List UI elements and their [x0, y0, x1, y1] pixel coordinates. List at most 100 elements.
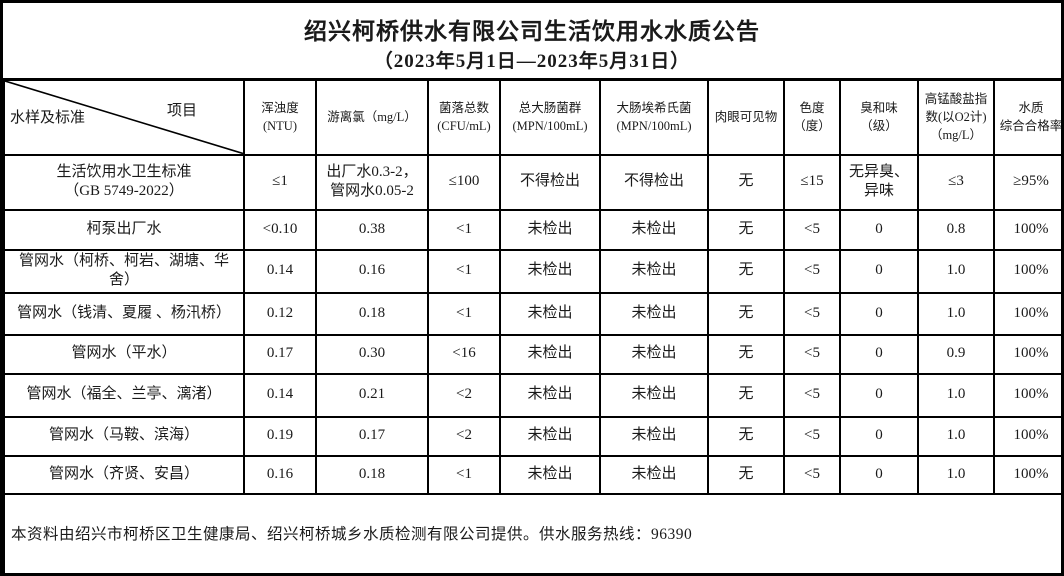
value-cell: 0.19	[243, 415, 317, 457]
page-subtitle: （2023年5月1日—2023年5月31日）	[373, 51, 691, 72]
value-cell: <1	[427, 208, 501, 251]
header-row: 项目 水样及标准 浑浊度 (NTU) 游离氯（mg/L） 菌落总数 (CFU/mL)…	[3, 78, 1061, 156]
row-label: 管网水（钱清、夏履 、杨汛桥）	[3, 291, 245, 336]
corner-cell: 项目 水样及标准	[3, 78, 245, 156]
value-cell: ≤1	[243, 153, 317, 211]
value-cell: 不得检出	[499, 153, 601, 211]
value-cell: <0.10	[243, 208, 317, 251]
column-header: 菌落总数 (CFU/mL)	[427, 78, 501, 156]
value-cell: 0.17	[315, 415, 429, 457]
value-cell: 无	[707, 248, 785, 294]
value-cell: 0.14	[243, 372, 317, 418]
value-cell: 0	[839, 454, 919, 495]
row-label: 柯泵出厂水	[3, 208, 245, 251]
row-label: 管网水（马鞍、滨海）	[3, 415, 245, 457]
value-cell: 未检出	[499, 291, 601, 336]
value-cell: 未检出	[599, 208, 709, 251]
value-cell: <1	[427, 454, 501, 495]
table-body: 生活饮用水卫生标准 （GB 5749-2022） ≤1 出厂水0.3-2， 管网水0…	[3, 153, 1061, 495]
value-cell: 无	[707, 454, 785, 495]
value-cell: 0.14	[243, 248, 317, 294]
value-cell: 1.0	[917, 248, 995, 294]
value-cell: 出厂水0.3-2， 管网水0.05-2	[315, 153, 429, 211]
value-cell: <5	[783, 454, 841, 495]
value-cell: 未检出	[599, 291, 709, 336]
value-cell: ≤100	[427, 153, 501, 211]
value-cell: 无	[707, 153, 785, 211]
column-header: 大肠埃希氏菌 (MPN/100mL)	[599, 78, 709, 156]
value-cell: 0.18	[315, 454, 429, 495]
value-cell: 100%	[993, 372, 1061, 418]
row-label: 管网水（平水）	[3, 333, 245, 375]
column-header: 高锰酸盐指 数(以O2计) （mg/L）	[917, 78, 995, 156]
value-cell: 无	[707, 372, 785, 418]
column-header: 臭和味 （级）	[839, 78, 919, 156]
value-cell: 1.0	[917, 372, 995, 418]
value-cell: 未检出	[599, 415, 709, 457]
value-cell: 未检出	[499, 454, 601, 495]
value-cell: <5	[783, 248, 841, 294]
row-label: 管网水（福全、兰亭、漓渚）	[3, 372, 245, 418]
value-cell: 1.0	[917, 291, 995, 336]
value-cell: 未检出	[499, 415, 601, 457]
row-label: 管网水（齐贤、安昌）	[3, 454, 245, 495]
value-cell: <5	[783, 415, 841, 457]
value-cell: 0.16	[315, 248, 429, 294]
value-cell: 100%	[993, 333, 1061, 375]
value-cell: 100%	[993, 291, 1061, 336]
value-cell: 无	[707, 415, 785, 457]
value-cell: <2	[427, 372, 501, 418]
value-cell: 未检出	[499, 333, 601, 375]
table-row: 管网水（齐贤、安昌） 0.16 0.18 <1 未检出 未检出无 <5 0 1.0 100%	[3, 454, 1061, 495]
column-header: 浑浊度 (NTU)	[243, 78, 317, 156]
table-row: 管网水（钱清、夏履 、杨汛桥） 0.12 0.18 <1 未检出 未检出无 <5 0 1.0 10…	[3, 291, 1061, 336]
value-cell: 未检出	[599, 248, 709, 294]
value-cell: 未检出	[499, 208, 601, 251]
value-cell: 0	[839, 333, 919, 375]
column-header: 游离氯（mg/L）	[315, 78, 429, 156]
value-cell: ≤3	[917, 153, 995, 211]
value-cell: 1.0	[917, 415, 995, 457]
value-cell: 0.12	[243, 291, 317, 336]
value-cell: 0.38	[315, 208, 429, 251]
value-cell: 1.0	[917, 454, 995, 495]
diagonal-divider-line	[5, 81, 243, 154]
value-cell: 100%	[993, 208, 1061, 251]
value-cell: 无	[707, 333, 785, 375]
value-cell: 0.21	[315, 372, 429, 418]
value-cell: 0.9	[917, 333, 995, 375]
value-cell: 无异臭、 异味	[839, 153, 919, 211]
value-cell: <1	[427, 291, 501, 336]
value-cell: 0	[839, 291, 919, 336]
value-cell: ≤15	[783, 153, 841, 211]
value-cell: <1	[427, 248, 501, 294]
table-row: 管网水（柯桥、柯岩、湖塘、华舍） 0.14 0.16 <1 未检出 未检出无 <5 0 1.0 1…	[3, 248, 1061, 294]
value-cell: 未检出	[499, 248, 601, 294]
value-cell: <5	[783, 333, 841, 375]
corner-label-item: 项目	[166, 103, 197, 119]
footer-row: 本资料由绍兴市柯桥区卫生健康局、绍兴柯桥城乡水质检测有限公司提供。供水服务热线：…	[3, 492, 1062, 574]
value-cell: 0.8	[917, 208, 995, 251]
value-cell: <2	[427, 415, 501, 457]
value-cell: 未检出	[599, 454, 709, 495]
column-header: 色度 （度）	[783, 78, 841, 156]
value-cell: 100%	[993, 415, 1061, 457]
value-cell: 0	[839, 372, 919, 418]
row-label: 管网水（柯桥、柯岩、湖塘、华舍）	[3, 248, 245, 294]
value-cell: 0	[839, 248, 919, 294]
corner-label-sample-standard: 水样及标准	[10, 110, 86, 126]
value-cell: 100%	[993, 248, 1061, 294]
value-cell: 无	[707, 208, 785, 251]
value-cell: 未检出	[599, 333, 709, 375]
signature-block: 绍兴柯桥供水有限公司 2023年6月4日	[421, 562, 1062, 574]
value-cell: 100%	[993, 454, 1061, 495]
page-title: 绍兴柯桥供水有限公司生活饮用水水质公告	[304, 19, 760, 44]
column-header: 肉眼可见物	[707, 78, 785, 156]
value-cell: 未检出	[599, 372, 709, 418]
row-label: 生活饮用水卫生标准 （GB 5749-2022）	[3, 153, 245, 211]
value-cell: 0.30	[315, 333, 429, 375]
value-cell: <5	[783, 372, 841, 418]
table-row: 管网水（马鞍、滨海） 0.19 0.17 <2 未检出 未检出无 <5 0 1.0 100%	[3, 415, 1061, 457]
footer-note: 本资料由绍兴市柯桥区卫生健康局、绍兴柯桥城乡水质检测有限公司提供。供水服务热线：…	[11, 525, 693, 543]
table-row: 管网水（福全、兰亭、漓渚） 0.14 0.21 <2 未检出 未检出无 <5 0 1.0 100%	[3, 372, 1061, 418]
